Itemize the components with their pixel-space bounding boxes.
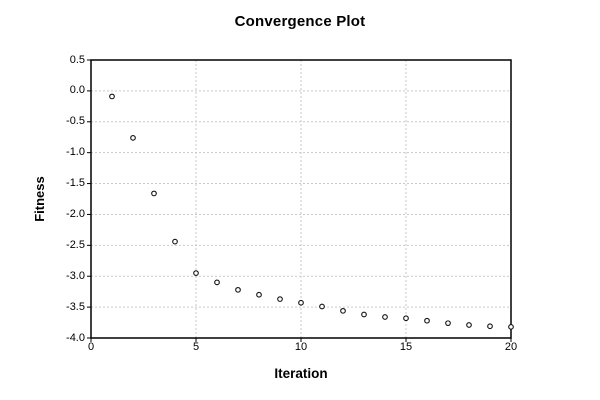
y-tick-label: -3.0 <box>66 269 85 282</box>
data-point <box>382 314 388 320</box>
data-point <box>172 238 178 245</box>
y-tick-label: -1.0 <box>66 146 85 159</box>
data-point <box>193 270 199 276</box>
data-points <box>109 93 514 330</box>
x-axis-title: Iteration <box>274 366 328 381</box>
data-point <box>445 320 451 327</box>
x-tick-label: 20 <box>504 341 518 353</box>
y-tick-label: 0.0 <box>69 84 85 97</box>
data-point <box>319 303 325 310</box>
data-point <box>298 299 304 306</box>
data-point <box>466 322 472 328</box>
axis-ticks <box>87 59 512 342</box>
x-tick-label: 0 <box>87 341 95 353</box>
data-point <box>151 190 157 197</box>
plot-border <box>90 59 512 339</box>
x-tick-label: 15 <box>399 341 413 353</box>
data-point <box>361 311 367 318</box>
data-point <box>340 307 346 314</box>
data-point <box>508 324 514 330</box>
y-tick-label: 0.5 <box>69 53 85 66</box>
data-point <box>109 93 115 100</box>
data-point <box>130 134 136 141</box>
plot-area <box>87 59 514 342</box>
y-tick-label: -0.5 <box>66 115 85 128</box>
y-tick-label: -3.5 <box>66 300 85 313</box>
y-tick-label: -1.5 <box>66 177 85 190</box>
data-point <box>256 291 262 298</box>
chart-title: Convergence Plot <box>234 13 366 30</box>
data-point <box>487 323 493 330</box>
y-tick-label: -4.0 <box>66 331 85 344</box>
gridlines <box>91 60 511 338</box>
x-tick-label: 10 <box>294 341 308 353</box>
y-axis-title: Fitness <box>32 176 47 222</box>
data-point <box>424 317 430 324</box>
y-tick-label: -2.0 <box>66 207 85 220</box>
x-tick-label: 5 <box>192 341 200 353</box>
y-tick-label: -2.5 <box>66 238 85 251</box>
data-point <box>235 286 241 293</box>
data-point <box>403 315 409 322</box>
data-point <box>214 279 220 286</box>
data-point <box>277 296 283 302</box>
